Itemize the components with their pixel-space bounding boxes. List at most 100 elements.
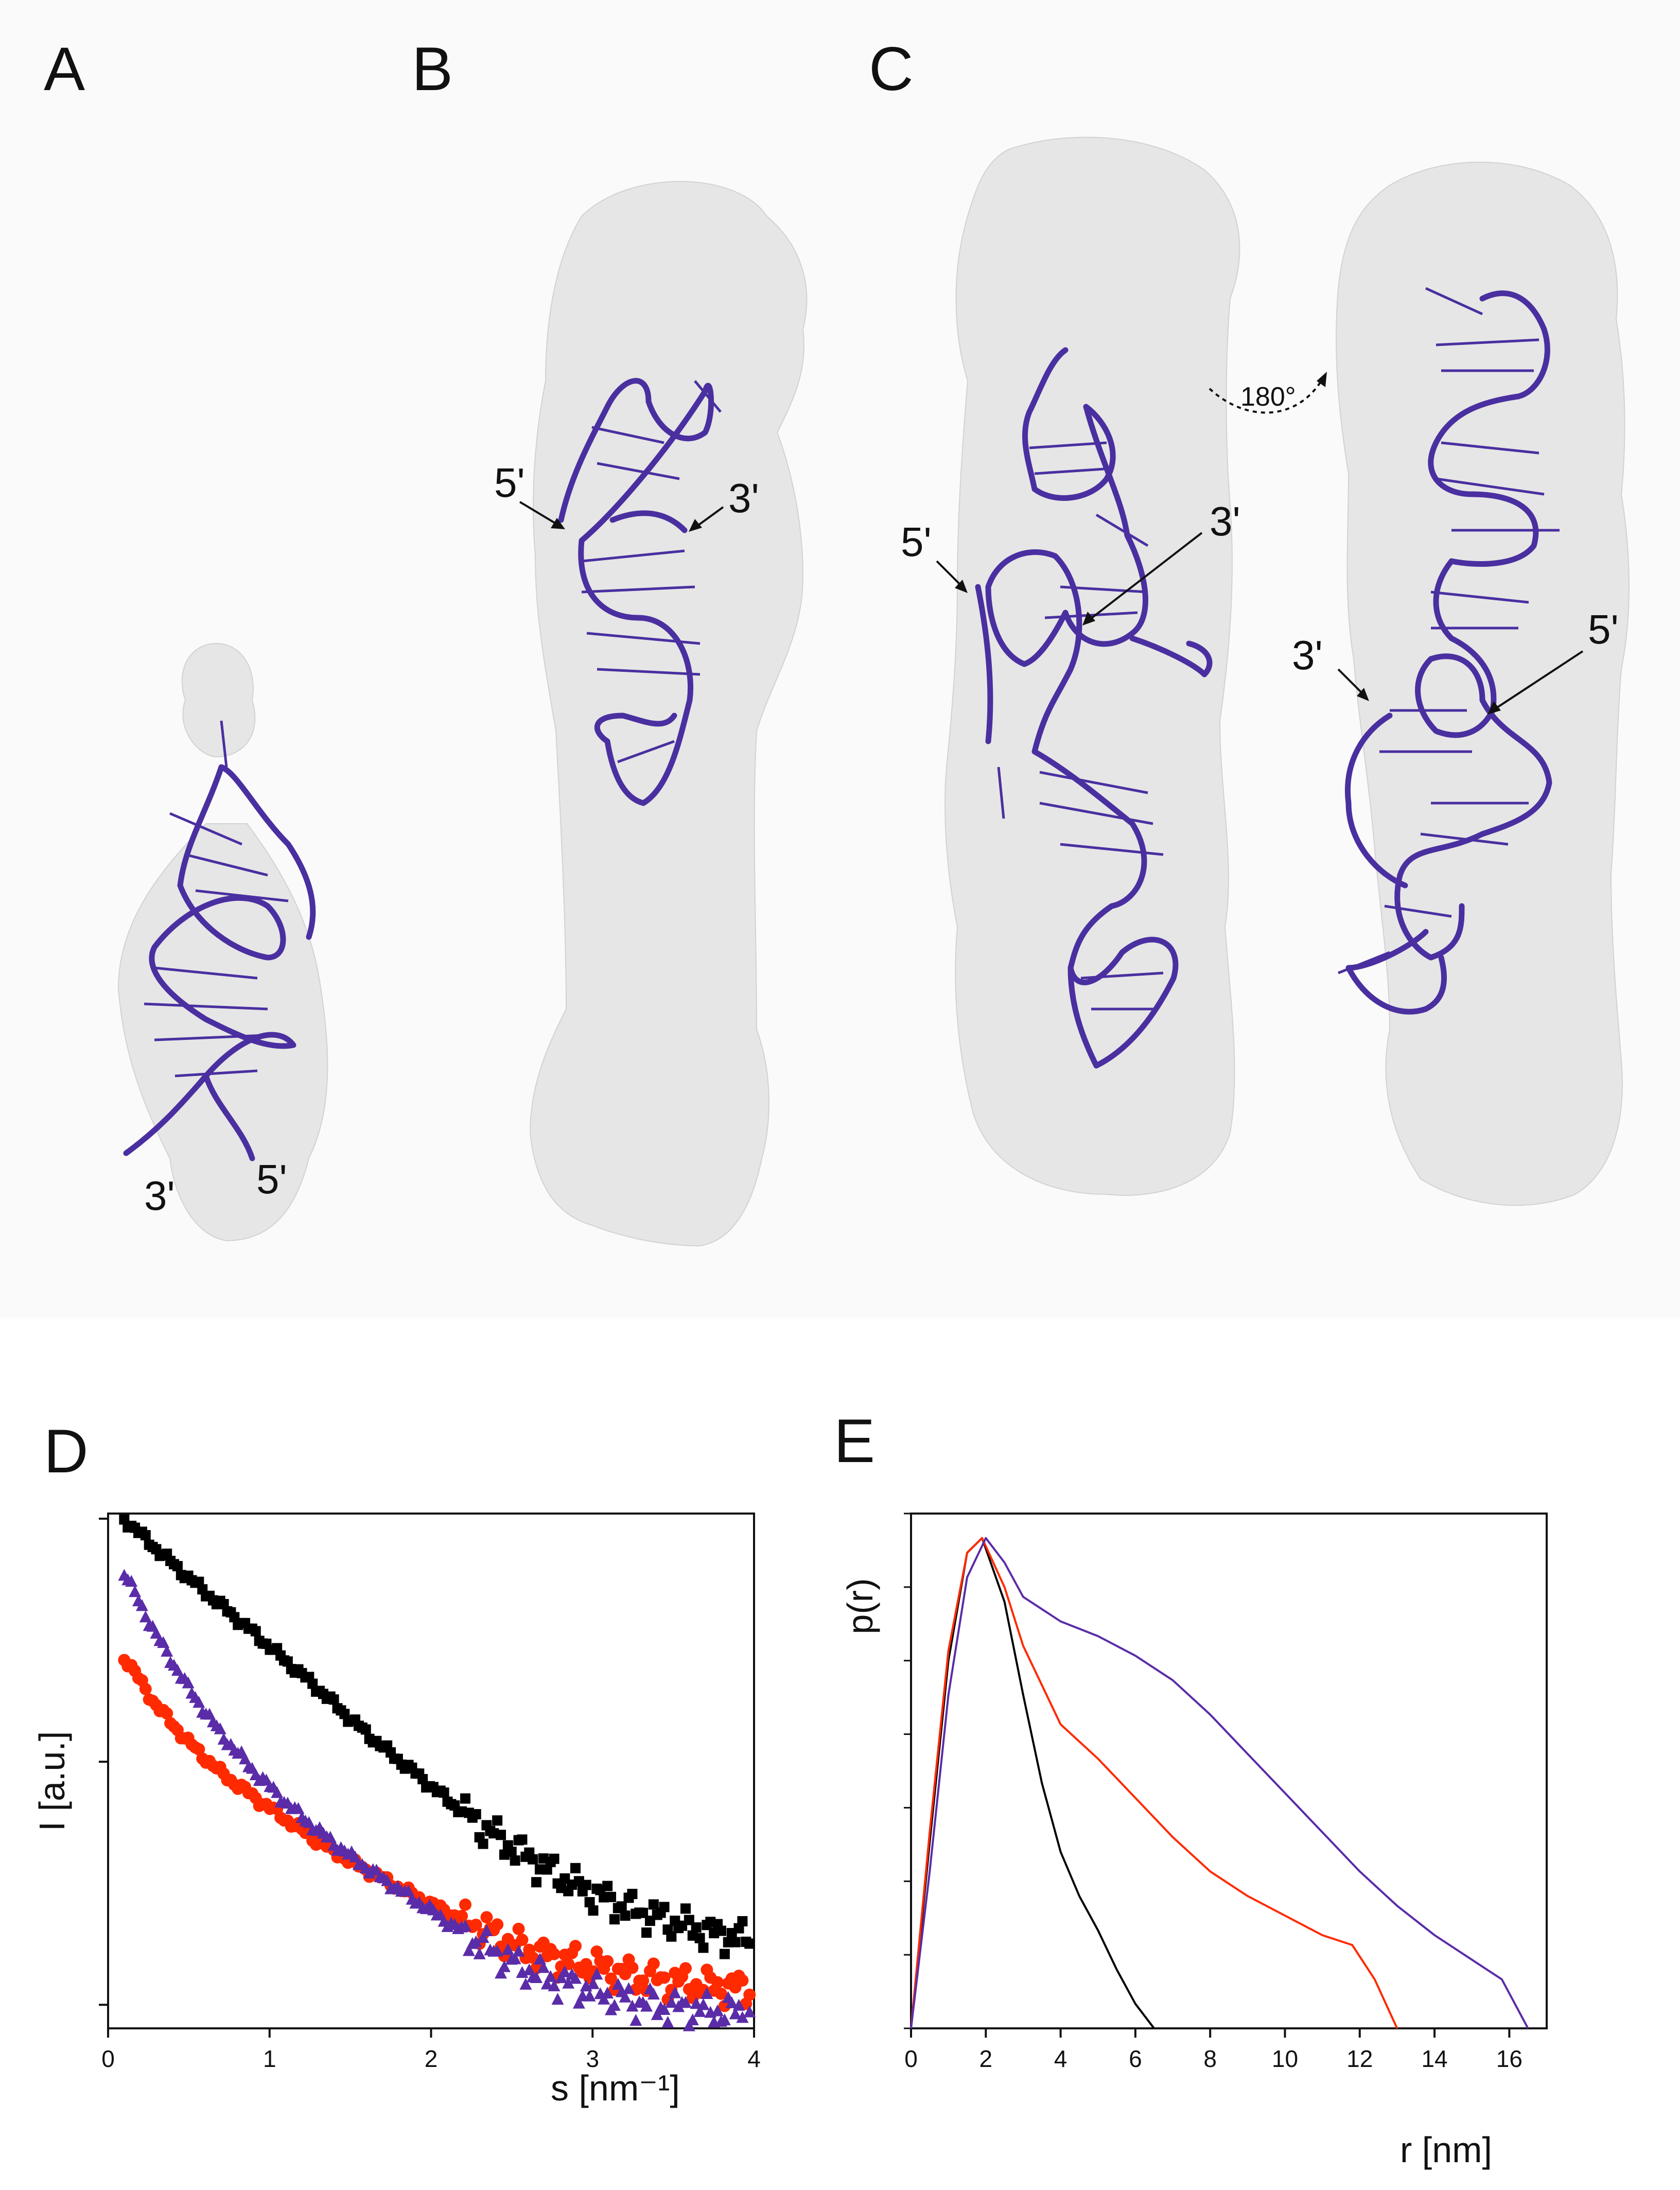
- panel-c-rotation-arrowhead: [1317, 372, 1327, 387]
- chart-d-point: [609, 1914, 620, 1925]
- chart-d-point: [606, 1891, 617, 1902]
- chart-d-x-axis-label: s [nm⁻¹]: [551, 2068, 680, 2108]
- chart-d-point: [501, 1943, 514, 1955]
- chart-d-point: [510, 1855, 520, 1866]
- chart-d-point: [537, 1961, 550, 1973]
- chart-d-point: [661, 2015, 674, 2028]
- chart-e-x-axis: 0 2 4 6 8 10 12 14 16: [904, 1513, 1522, 2072]
- panel-b-arrow-5prime: [519, 501, 559, 526]
- chart-d-point: [480, 1911, 493, 1924]
- chart-d-point: [584, 1897, 595, 1907]
- panel-b-label-3prime: 3': [728, 475, 759, 521]
- chart-d-point: [125, 1575, 138, 1587]
- chart-d-point: [729, 2007, 742, 2020]
- chart-d-point: [439, 1787, 449, 1798]
- chart-d-x-tick-label: 0: [101, 2045, 115, 2072]
- chart-d-point: [629, 2014, 642, 2026]
- chart-d-point: [647, 1957, 660, 1970]
- panel-c-right-arrow-3prime: [1337, 668, 1365, 696]
- chart-d-point: [480, 1924, 493, 1936]
- panel-a-model: 3' 5': [117, 642, 328, 1242]
- chart-d-point: [658, 1971, 671, 1984]
- chart-d-point: [659, 1902, 670, 1913]
- chart-d-x-tick-label: 3: [586, 2045, 599, 2072]
- chart-d-point: [680, 1903, 691, 1914]
- chart-d-point: [462, 1944, 475, 1956]
- chart-d-x-tick-label: 4: [747, 2045, 761, 2072]
- chart-d-point: [648, 1899, 659, 1910]
- chart-d-point: [139, 1682, 152, 1695]
- chart-d-point: [669, 1986, 681, 1998]
- chart-d-point: [616, 1901, 627, 1912]
- chart-d-point: [601, 1955, 614, 1968]
- chart-d-point: [598, 1992, 610, 2005]
- chart-d-point: [512, 1944, 525, 1957]
- chart-d-point: [509, 1952, 521, 1965]
- panel-c-left-arrowhead-5prime: [955, 580, 968, 593]
- chart-d-point: [469, 1919, 482, 1932]
- panel-c-right-arrowhead-3prime: [1357, 688, 1369, 701]
- chart-d-point: [182, 1676, 195, 1689]
- chart-d-point: [725, 1996, 738, 2008]
- panel-label-a: A: [44, 34, 85, 103]
- panel-b-arrow-3prime: [694, 506, 724, 529]
- chart-d-point: [544, 1970, 557, 1982]
- chart-d-point: [658, 2003, 671, 2015]
- chart-e-series-line: [910, 1537, 1155, 2029]
- chart-d-point: [647, 1988, 660, 2000]
- chart-d-point: [477, 1931, 489, 1943]
- chart-d-point: [478, 1838, 488, 1849]
- chart-d-point: [292, 1802, 305, 1814]
- chart-d-point: [129, 1585, 142, 1597]
- panel-c-left-label-5prime: 5': [901, 519, 932, 565]
- chart-d-x-axis: 0 1 2 3 4: [99, 1518, 761, 2072]
- chart-e-x-tick-label: 0: [904, 2045, 918, 2072]
- chart-d-point: [381, 1874, 394, 1886]
- chart-d-point: [587, 1977, 600, 1989]
- chart-e-series-line: [910, 1537, 1529, 2029]
- chart-d-point: [470, 1809, 481, 1820]
- chart-d-point: [697, 1998, 710, 2010]
- chart-d-point: [530, 1971, 543, 1984]
- chart-e-plot-area: [910, 1537, 1529, 2029]
- chart-d-point: [581, 1880, 591, 1890]
- chart-d-point: [682, 2019, 695, 2031]
- chart-d-point: [743, 2005, 756, 2018]
- chart-d-point: [533, 1952, 546, 1965]
- chart-d-point: [140, 1530, 151, 1541]
- chart-d-point: [512, 1922, 525, 1935]
- chart-d-point: [605, 1972, 618, 1985]
- chart-d-point: [718, 2013, 731, 2026]
- panel-c-left-arrow-5prime: [936, 560, 964, 588]
- panel-label-d: D: [44, 1417, 89, 1486]
- chart-d-point: [562, 1976, 575, 1989]
- chart-d-point: [602, 1881, 613, 1891]
- chart-d-point: [686, 2013, 699, 2025]
- panel-c-right-arrow-5prime: [1492, 650, 1584, 711]
- chart-d-point: [192, 1743, 205, 1756]
- panel-b-model: 5' 3': [494, 181, 808, 1247]
- chart-d-point: [711, 1976, 724, 1989]
- chart-d-point: [588, 1905, 599, 1916]
- chart-d-point: [622, 1982, 635, 1994]
- chart-d-point: [637, 1974, 650, 1987]
- chart-d-point: [619, 1990, 632, 2003]
- chart-d-point: [701, 1987, 713, 1999]
- panel-b-arrowhead-3prime: [689, 519, 702, 532]
- chart-e-y-axis-label: p(r): [840, 1578, 880, 1635]
- panel-c-left-bead-envelope: [944, 136, 1240, 1196]
- panel-c-left-rna-ribbon: [975, 347, 1213, 1069]
- panel-c-rotation-label: 180°: [1240, 382, 1296, 412]
- chart-d-point: [271, 1786, 284, 1798]
- chart-d-point: [139, 1610, 152, 1623]
- chart-d-point: [506, 1847, 517, 1857]
- chart-d-point: [516, 1934, 529, 1946]
- panel-c-left-label-3prime: 3': [1210, 498, 1240, 544]
- chart-d-point: [460, 1793, 471, 1804]
- chart-d-point: [172, 1561, 183, 1572]
- chart-d-point: [719, 1949, 730, 1959]
- chart-d-point: [601, 1987, 614, 1999]
- chart-d-point: [456, 1909, 468, 1922]
- chart-d-point: [459, 1898, 472, 1911]
- chart-d-point: [496, 1830, 506, 1840]
